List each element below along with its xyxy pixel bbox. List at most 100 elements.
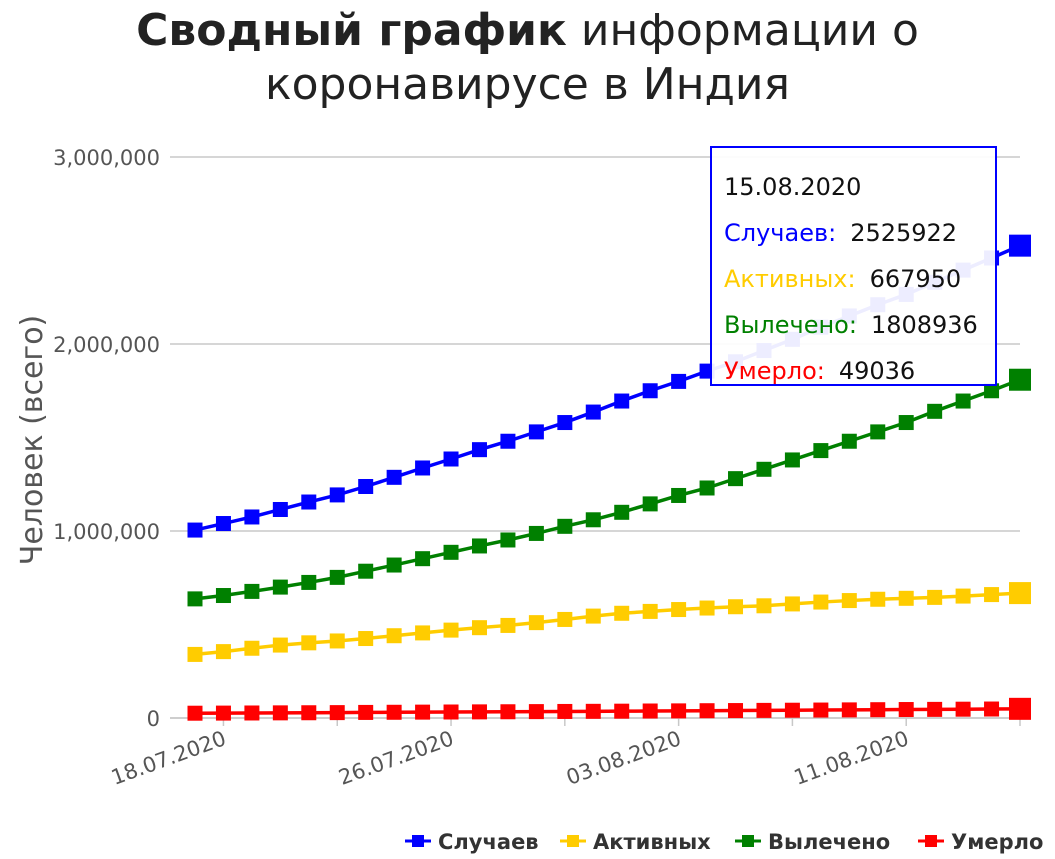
data-point[interactable]	[471, 442, 487, 458]
data-point[interactable]	[358, 563, 374, 579]
data-point[interactable]	[329, 569, 345, 585]
data-point[interactable]	[671, 487, 687, 503]
data-point[interactable]	[528, 424, 544, 440]
data-point[interactable]	[642, 603, 658, 619]
data-point[interactable]	[699, 703, 715, 719]
data-point[interactable]	[358, 704, 374, 720]
data-point[interactable]	[272, 637, 288, 653]
data-point[interactable]	[187, 646, 203, 662]
data-point[interactable]	[1009, 368, 1031, 391]
data-point[interactable]	[585, 404, 601, 420]
data-point[interactable]	[585, 608, 601, 624]
data-point[interactable]	[244, 705, 260, 721]
data-point[interactable]	[927, 589, 943, 605]
data-point[interactable]	[614, 393, 630, 409]
data-point[interactable]	[955, 701, 971, 717]
data-point[interactable]	[528, 615, 544, 631]
data-point[interactable]	[415, 551, 431, 567]
data-point[interactable]	[415, 625, 431, 641]
data-point[interactable]	[1009, 697, 1031, 720]
legend-item[interactable]: Случаев	[405, 830, 539, 854]
data-point[interactable]	[955, 393, 971, 409]
data-point[interactable]	[215, 644, 231, 660]
data-point[interactable]	[500, 704, 516, 720]
data-point[interactable]	[728, 599, 744, 615]
data-point[interactable]	[358, 478, 374, 494]
data-point[interactable]	[557, 611, 573, 627]
data-point[interactable]	[671, 373, 687, 389]
data-point[interactable]	[187, 522, 203, 538]
data-point[interactable]	[756, 702, 772, 718]
data-point[interactable]	[301, 635, 317, 651]
data-point[interactable]	[187, 591, 203, 607]
data-point[interactable]	[813, 443, 829, 459]
data-point[interactable]	[614, 605, 630, 621]
data-point[interactable]	[870, 702, 886, 718]
legend-item[interactable]: Вылечено	[735, 830, 890, 854]
data-point[interactable]	[244, 640, 260, 656]
data-point[interactable]	[215, 588, 231, 604]
data-point[interactable]	[614, 504, 630, 520]
data-point[interactable]	[813, 594, 829, 610]
data-point[interactable]	[215, 705, 231, 721]
data-point[interactable]	[984, 587, 1000, 603]
data-point[interactable]	[784, 702, 800, 718]
data-point[interactable]	[244, 583, 260, 599]
data-point[interactable]	[585, 512, 601, 528]
data-point[interactable]	[187, 705, 203, 721]
data-point[interactable]	[898, 415, 914, 431]
data-point[interactable]	[471, 538, 487, 554]
data-point[interactable]	[301, 494, 317, 510]
data-point[interactable]	[443, 544, 459, 560]
data-point[interactable]	[870, 424, 886, 440]
data-point[interactable]	[528, 525, 544, 541]
data-point[interactable]	[841, 433, 857, 449]
data-point[interactable]	[443, 451, 459, 467]
data-point[interactable]	[784, 596, 800, 612]
legend-item[interactable]: Умерло	[918, 830, 1043, 854]
data-point[interactable]	[642, 496, 658, 512]
data-point[interactable]	[927, 403, 943, 419]
data-point[interactable]	[386, 628, 402, 644]
data-point[interactable]	[756, 598, 772, 614]
data-point[interactable]	[244, 509, 260, 525]
data-point[interactable]	[329, 633, 345, 649]
data-point[interactable]	[471, 620, 487, 636]
data-point[interactable]	[984, 383, 1000, 399]
legend-item[interactable]: Активных	[560, 830, 711, 854]
data-point[interactable]	[557, 415, 573, 431]
data-point[interactable]	[955, 588, 971, 604]
data-point[interactable]	[614, 703, 630, 719]
data-point[interactable]	[557, 518, 573, 534]
data-point[interactable]	[557, 703, 573, 719]
data-point[interactable]	[272, 705, 288, 721]
data-point[interactable]	[272, 579, 288, 595]
data-point[interactable]	[898, 590, 914, 606]
data-point[interactable]	[471, 704, 487, 720]
data-point[interactable]	[699, 600, 715, 616]
data-point[interactable]	[927, 701, 943, 717]
data-point[interactable]	[528, 704, 544, 720]
data-point[interactable]	[443, 622, 459, 638]
data-point[interactable]	[728, 703, 744, 719]
data-point[interactable]	[386, 704, 402, 720]
data-point[interactable]	[386, 469, 402, 485]
data-point[interactable]	[386, 557, 402, 573]
data-point[interactable]	[358, 631, 374, 647]
data-point[interactable]	[671, 703, 687, 719]
data-point[interactable]	[215, 516, 231, 532]
data-point[interactable]	[898, 702, 914, 718]
data-point[interactable]	[329, 705, 345, 721]
data-point[interactable]	[813, 702, 829, 718]
data-point[interactable]	[500, 617, 516, 633]
data-point[interactable]	[301, 574, 317, 590]
data-point[interactable]	[1009, 234, 1031, 257]
data-point[interactable]	[1009, 582, 1031, 605]
data-point[interactable]	[585, 703, 601, 719]
data-point[interactable]	[642, 703, 658, 719]
data-point[interactable]	[870, 591, 886, 607]
data-point[interactable]	[642, 383, 658, 399]
data-point[interactable]	[984, 701, 1000, 717]
data-point[interactable]	[671, 602, 687, 618]
data-point[interactable]	[500, 433, 516, 449]
